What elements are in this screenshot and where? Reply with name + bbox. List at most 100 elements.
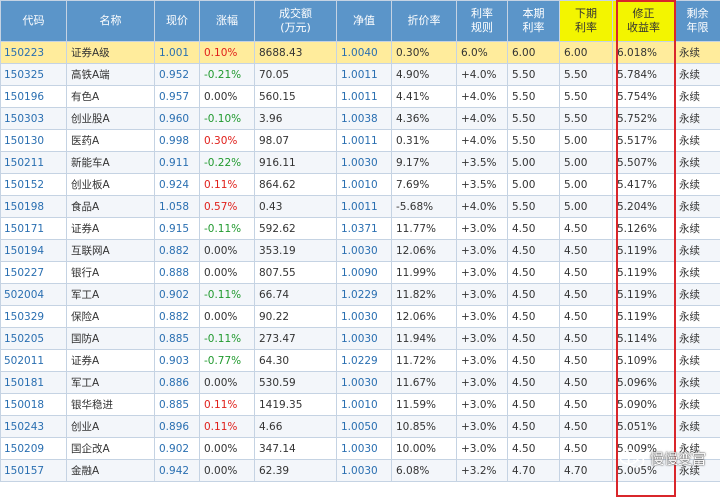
cell-name: 证券A级 <box>66 41 155 64</box>
cell-volume: 1419.35 <box>254 393 337 416</box>
cell-code[interactable]: 150152 <box>0 173 67 196</box>
cell-name: 金融A <box>66 459 155 482</box>
cell-price: 0.911 <box>154 151 200 174</box>
cell-change: 0.11% <box>199 173 255 196</box>
cell-current-rate: 5.50 <box>507 63 560 86</box>
col-discount[interactable]: 折价率 <box>391 0 457 42</box>
cell-adjusted-yield: 5.119% <box>612 239 675 262</box>
cell-discount: 11.59% <box>391 393 457 416</box>
cell-code[interactable]: 150243 <box>0 415 67 438</box>
cell-discount: 4.90% <box>391 63 457 86</box>
cell-adjusted-yield: 6.018% <box>612 41 675 64</box>
cell-remaining-term: 永续 <box>674 173 720 196</box>
cell-rate-rule: +3.0% <box>456 217 508 240</box>
cell-rate-rule: +3.2% <box>456 459 508 482</box>
cell-volume: 0.43 <box>254 195 337 218</box>
cell-rate-rule: +3.0% <box>456 371 508 394</box>
table-row[interactable]: 150196 有色A 0.957 0.00% 560.15 1.0011 4.41% +4.0… <box>0 85 720 108</box>
table-row[interactable]: 150194 互联网A 0.882 0.00% 353.19 1.0030 12.06% +3… <box>0 239 720 262</box>
col-next-rate[interactable]: 下期 利率 <box>559 0 613 42</box>
cell-next-rate: 4.70 <box>559 459 613 482</box>
cell-current-rate: 4.50 <box>507 239 560 262</box>
col-rate-rule[interactable]: 利率 规则 <box>456 0 508 42</box>
cell-code[interactable]: 150205 <box>0 327 67 350</box>
cell-remaining-term: 永续 <box>674 459 720 482</box>
cell-remaining-term: 永续 <box>674 107 720 130</box>
table-row[interactable]: 150211 新能车A 0.911 -0.22% 916.11 1.0030 9.17% +3… <box>0 151 720 174</box>
table-row[interactable]: 150209 国企改A 0.902 0.00% 347.14 1.0030 10.00% +3… <box>0 437 720 460</box>
cell-discount: 10.85% <box>391 415 457 438</box>
table-row[interactable]: 150171 证券A 0.915 -0.11% 592.62 1.0371 11.77% +3… <box>0 217 720 240</box>
cell-nav: 1.0030 <box>336 305 392 328</box>
cell-code[interactable]: 150157 <box>0 459 67 482</box>
cell-code[interactable]: 150325 <box>0 63 67 86</box>
cell-discount: 7.69% <box>391 173 457 196</box>
table-row[interactable]: 150227 银行A 0.888 0.00% 807.55 1.0090 11.99% +3.… <box>0 261 720 284</box>
cell-volume: 8688.43 <box>254 41 337 64</box>
col-nav[interactable]: 净值 <box>336 0 392 42</box>
table-row[interactable]: 150130 医药A 0.998 0.30% 98.07 1.0011 0.31% +4.0%… <box>0 129 720 152</box>
table-row[interactable]: 502004 军工A 0.902 -0.11% 66.74 1.0229 11.82% +3.… <box>0 283 720 306</box>
col-volume[interactable]: 成交额 (万元) <box>254 0 337 42</box>
cell-name: 新能车A <box>66 151 155 174</box>
cell-next-rate: 4.50 <box>559 393 613 416</box>
col-remaining-term[interactable]: 剩余 年限 <box>674 0 720 42</box>
cell-discount: 11.94% <box>391 327 457 350</box>
col-code[interactable]: 代码 <box>0 0 67 42</box>
table-row[interactable]: 150198 食品A 1.058 0.57% 0.43 1.0011 -5.68% +4.0%… <box>0 195 720 218</box>
cell-adjusted-yield: 5.114% <box>612 327 675 350</box>
table-row[interactable]: 150329 保险A 0.882 0.00% 90.22 1.0030 12.06% +3.0… <box>0 305 720 328</box>
cell-code[interactable]: 150130 <box>0 129 67 152</box>
cell-adjusted-yield: 5.784% <box>612 63 675 86</box>
cell-change: 0.00% <box>199 239 255 262</box>
table-row[interactable]: 150223 证券A级 1.001 0.10% 8688.43 1.0040 0.30% 6.… <box>0 41 720 64</box>
cell-current-rate: 4.50 <box>507 305 560 328</box>
cell-volume: 62.39 <box>254 459 337 482</box>
table-row[interactable]: 150243 创业A 0.896 0.11% 4.66 1.0050 10.85% +3.0%… <box>0 415 720 438</box>
table-row[interactable]: 150181 军工A 0.886 0.00% 530.59 1.0030 11.67% +3.… <box>0 371 720 394</box>
cell-price: 0.888 <box>154 261 200 284</box>
cell-change: 0.57% <box>199 195 255 218</box>
cell-code[interactable]: 150223 <box>0 41 67 64</box>
col-name[interactable]: 名称 <box>66 0 155 42</box>
cell-code[interactable]: 150329 <box>0 305 67 328</box>
cell-code[interactable]: 150171 <box>0 217 67 240</box>
table-row[interactable]: 150325 高铁A端 0.952 -0.21% 70.05 1.0011 4.90% +4.… <box>0 63 720 86</box>
cell-change: 0.30% <box>199 129 255 152</box>
cell-code[interactable]: 502004 <box>0 283 67 306</box>
cell-code[interactable]: 150018 <box>0 393 67 416</box>
cell-code[interactable]: 150198 <box>0 195 67 218</box>
col-price[interactable]: 现价 <box>154 0 200 42</box>
cell-remaining-term: 永续 <box>674 261 720 284</box>
cell-price: 0.886 <box>154 371 200 394</box>
cell-code[interactable]: 150194 <box>0 239 67 262</box>
cell-adjusted-yield: 5.126% <box>612 217 675 240</box>
cell-code[interactable]: 150227 <box>0 261 67 284</box>
cell-current-rate: 4.50 <box>507 371 560 394</box>
watermark: 慢慢变富 <box>619 449 706 469</box>
table-row[interactable]: 150157 金融A 0.942 0.00% 62.39 1.0030 6.08% +3.2%… <box>0 459 720 482</box>
cell-rate-rule: +3.0% <box>456 327 508 350</box>
table-row[interactable]: 150018 银华稳进 0.885 0.11% 1419.35 1.0010 11.59% +… <box>0 393 720 416</box>
col-adjusted-yield[interactable]: 修正 收益率 <box>612 0 675 42</box>
cell-code[interactable]: 150181 <box>0 371 67 394</box>
cell-change: 0.00% <box>199 371 255 394</box>
cell-code[interactable]: 150211 <box>0 151 67 174</box>
table-row[interactable]: 150303 创业股A 0.960 -0.10% 3.96 1.0038 4.36% +4.0… <box>0 107 720 130</box>
cell-adjusted-yield: 5.517% <box>612 129 675 152</box>
cell-code[interactable]: 502011 <box>0 349 67 372</box>
col-current-rate[interactable]: 本期 利率 <box>507 0 560 42</box>
cell-change: 0.00% <box>199 437 255 460</box>
cell-code[interactable]: 150196 <box>0 85 67 108</box>
cell-code[interactable]: 150303 <box>0 107 67 130</box>
cell-code[interactable]: 150209 <box>0 437 67 460</box>
cell-discount: 10.00% <box>391 437 457 460</box>
cell-price: 1.058 <box>154 195 200 218</box>
cell-rate-rule: +3.0% <box>456 415 508 438</box>
table-row[interactable]: 502011 证券A 0.903 -0.77% 64.30 1.0229 11.72% +3.… <box>0 349 720 372</box>
fund-table: 代码 名称 现价 涨幅 成交额 (万元) 净值 折价率 利率 规则 本期 利率 下期利… <box>0 0 720 482</box>
cell-remaining-term: 永续 <box>674 239 720 262</box>
table-row[interactable]: 150152 创业板A 0.924 0.11% 864.62 1.0010 7.69% +3.… <box>0 173 720 196</box>
table-row[interactable]: 150205 国防A 0.885 -0.11% 273.47 1.0030 11.94% +3… <box>0 327 720 350</box>
col-change[interactable]: 涨幅 <box>199 0 255 42</box>
